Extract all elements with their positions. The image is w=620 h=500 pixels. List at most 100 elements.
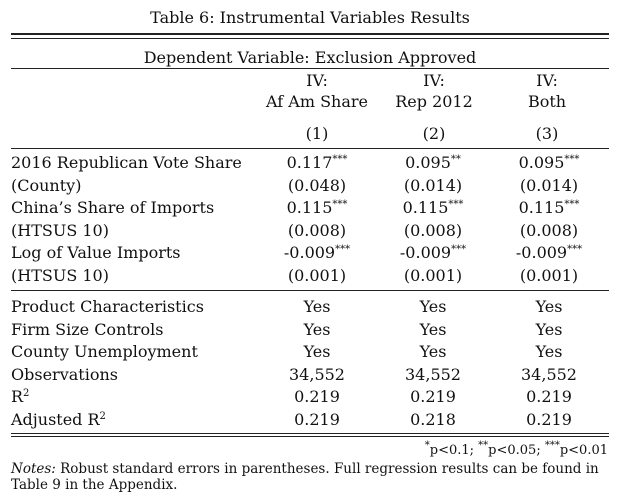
statistic-cell: Yes xyxy=(303,342,331,361)
coefficient-row: (County) (0.048) (0.014) (0.014) xyxy=(11,175,609,198)
statistic-row: R2 0.219 0.219 0.219 xyxy=(11,386,609,409)
table-notes: Notes: Robust standard errors in parenth… xyxy=(11,461,609,493)
row-label: County Unemployment xyxy=(11,341,257,364)
statistic-cell: 34,552 xyxy=(521,364,577,384)
statistic-cell: Yes xyxy=(535,342,563,361)
mid-rule xyxy=(11,290,609,291)
statistic-row: Product Characteristics Yes Yes Yes xyxy=(11,296,609,319)
statistic-cell: 0.219 xyxy=(526,409,572,429)
row-label-text: County Unemployment xyxy=(11,342,198,361)
row-label: Adjusted R2 xyxy=(11,409,257,432)
row-label-text: Firm Size Controls xyxy=(11,319,164,339)
statistic-cell: Yes xyxy=(419,342,447,361)
cell-value: -0.009 xyxy=(515,243,568,262)
row-label: R2 xyxy=(11,386,257,409)
coefficient-row: 2016 Republican Vote Share 0.117*** 0.095*… xyxy=(11,152,609,175)
sig-text-1: p<0.1; xyxy=(429,443,479,458)
row-label-text: Observations xyxy=(11,364,118,384)
sig-stars-3: *** xyxy=(544,440,560,451)
sig-stars-2: ** xyxy=(478,440,489,451)
coefficient-cell: (0.008) xyxy=(489,220,609,243)
bottom-rule-inner xyxy=(11,436,609,437)
sig-text-3: p<0.01 xyxy=(559,443,608,458)
row-label: (County) xyxy=(11,175,82,195)
coefficient-cell: 0.115*** xyxy=(377,197,489,220)
cell-value: 0.117 xyxy=(286,153,333,172)
coefficient-cell: (0.014) xyxy=(377,175,489,198)
cell-value: 0.095 xyxy=(518,153,565,172)
cell-value: (0.001) xyxy=(519,265,579,285)
coefficient-cell: -0.009*** xyxy=(489,242,609,265)
statistics-table: Product Characteristics Yes Yes Yes Firm Siz… xyxy=(11,296,609,431)
bottom-rule xyxy=(11,433,609,434)
cell-value: -0.009 xyxy=(399,243,452,262)
coefficient-row: China’s Share of Imports 0.115*** 0.115***… xyxy=(11,197,609,220)
row-label-superscript: 2 xyxy=(23,388,30,399)
table-title: Table 6: Instrumental Variables Results xyxy=(150,8,470,27)
statistic-cell: 0.219 xyxy=(526,387,572,406)
sig-stars-1: * xyxy=(424,440,430,451)
significance-stars: *** xyxy=(564,199,580,210)
significance-stars: *** xyxy=(451,244,467,255)
significance-stars: ** xyxy=(450,154,461,165)
row-label-superscript: 2 xyxy=(99,410,106,422)
row-label: Log of Value Imports xyxy=(11,243,181,262)
coefficient-cell: (0.008) xyxy=(377,220,489,243)
col3-header-line2: Both xyxy=(527,92,567,111)
statistic-cell: Yes xyxy=(535,319,563,339)
row-label: 2016 Republican Vote Share xyxy=(11,153,242,172)
coefficient-row: Log of Value Imports -0.009*** -0.009*** -0… xyxy=(11,242,609,265)
statistic-row: County Unemployment Yes Yes Yes xyxy=(11,341,609,364)
coefficient-cell: (0.008) xyxy=(257,220,377,243)
row-label-text: Adjusted R xyxy=(11,409,100,429)
coefficient-cell: (0.001) xyxy=(257,265,377,288)
significance-legend: *p<0.1; **p<0.05; ***p<0.01 xyxy=(424,440,608,459)
statistic-row: Adjusted R2 0.219 0.218 0.219 xyxy=(11,409,609,432)
coefficient-cell: (0.001) xyxy=(489,265,609,288)
coefficient-cell: 0.095*** xyxy=(489,152,609,175)
cell-value: 0.115 xyxy=(518,198,565,217)
statistic-cell: 34,552 xyxy=(405,364,461,384)
row-label: Product Characteristics xyxy=(11,296,257,319)
coefficient-table: 2016 Republican Vote Share 0.117*** 0.095*… xyxy=(11,152,609,287)
sig-text-2: p<0.05; xyxy=(488,443,545,458)
row-label-text: Product Characteristics xyxy=(11,297,204,316)
significance-stars: *** xyxy=(448,199,464,210)
statistic-cell: 0.219 xyxy=(294,409,340,429)
notes-label: Notes: xyxy=(11,461,56,477)
coefficient-cell: 0.115*** xyxy=(257,197,377,220)
coefficient-row: (HTSUS 10) (0.001) (0.001) (0.001) xyxy=(11,265,609,288)
cell-value: 0.095 xyxy=(405,153,451,172)
col3-number: (3) xyxy=(535,124,559,143)
statistic-row: Firm Size Controls Yes Yes Yes xyxy=(11,319,609,342)
cell-value: (0.014) xyxy=(403,175,463,195)
dependent-variable-label: Dependent Variable: Exclusion Approved xyxy=(143,48,477,67)
row-label-text: R xyxy=(11,387,24,406)
row-label: Firm Size Controls xyxy=(11,319,257,342)
coefficient-cell: 0.117*** xyxy=(257,152,377,175)
coefficient-cell: (0.048) xyxy=(257,175,377,198)
col3-header-line1: IV: xyxy=(536,71,558,90)
col1-header-line1: IV: xyxy=(306,71,328,90)
coefficient-cell: -0.009*** xyxy=(257,242,377,265)
cell-value: 0.115 xyxy=(286,198,333,217)
header-rule xyxy=(11,148,609,149)
coefficient-cell: 0.115*** xyxy=(489,197,609,220)
significance-stars: *** xyxy=(564,154,580,165)
statistic-cell: Yes xyxy=(535,297,563,316)
row-label: (HTSUS 10) xyxy=(11,265,109,285)
row-label: Observations xyxy=(11,364,257,387)
col1-number: (1) xyxy=(305,124,329,143)
cell-value: (0.008) xyxy=(287,220,347,240)
statistic-row: Observations 34,552 34,552 34,552 xyxy=(11,364,609,387)
cell-value: (0.014) xyxy=(519,175,579,195)
cell-value: (0.008) xyxy=(519,220,579,240)
statistic-cell: Yes xyxy=(419,297,447,316)
cell-value: (0.001) xyxy=(287,265,347,285)
statistic-cell: 34,552 xyxy=(289,364,345,384)
col2-number: (2) xyxy=(422,124,446,143)
top-rule-inner xyxy=(11,38,609,39)
cell-value: (0.008) xyxy=(403,220,463,240)
cell-value: (0.048) xyxy=(287,175,347,195)
notes-text: Robust standard errors in parentheses. F… xyxy=(11,461,599,493)
